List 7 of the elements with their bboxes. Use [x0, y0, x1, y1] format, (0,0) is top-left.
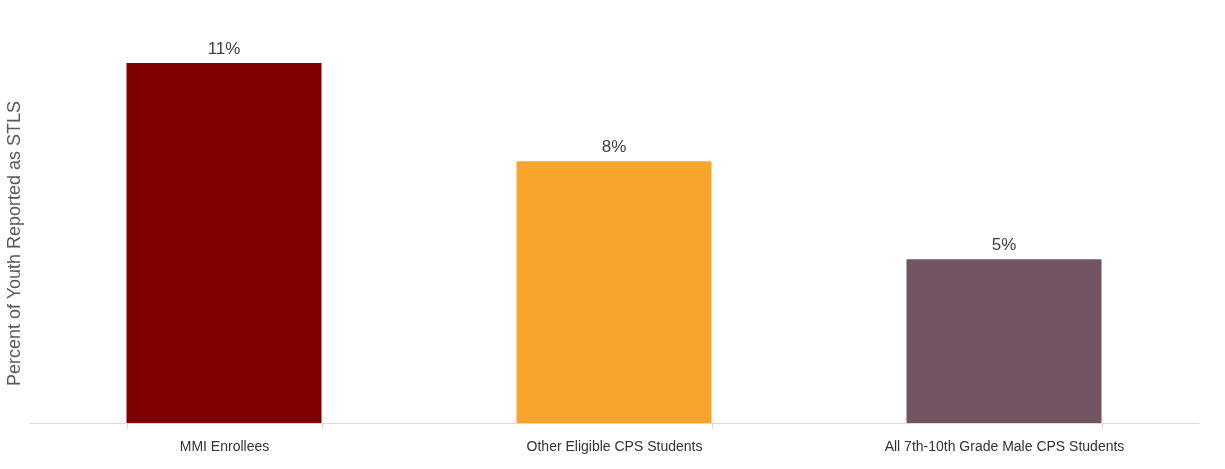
x-tick-label: All 7th-10th Grade Male CPS Students — [884, 437, 1125, 454]
y-axis-title: Percent of Youth Reported as STLS — [3, 100, 24, 387]
data-label: 5% — [991, 235, 1017, 255]
x-tick-label: MMI Enrollees — [179, 437, 270, 454]
x-tick-label: Other Eligible CPS Students — [526, 437, 703, 454]
data-label: 11% — [207, 39, 241, 58]
data-label: 8% — [601, 137, 627, 157]
